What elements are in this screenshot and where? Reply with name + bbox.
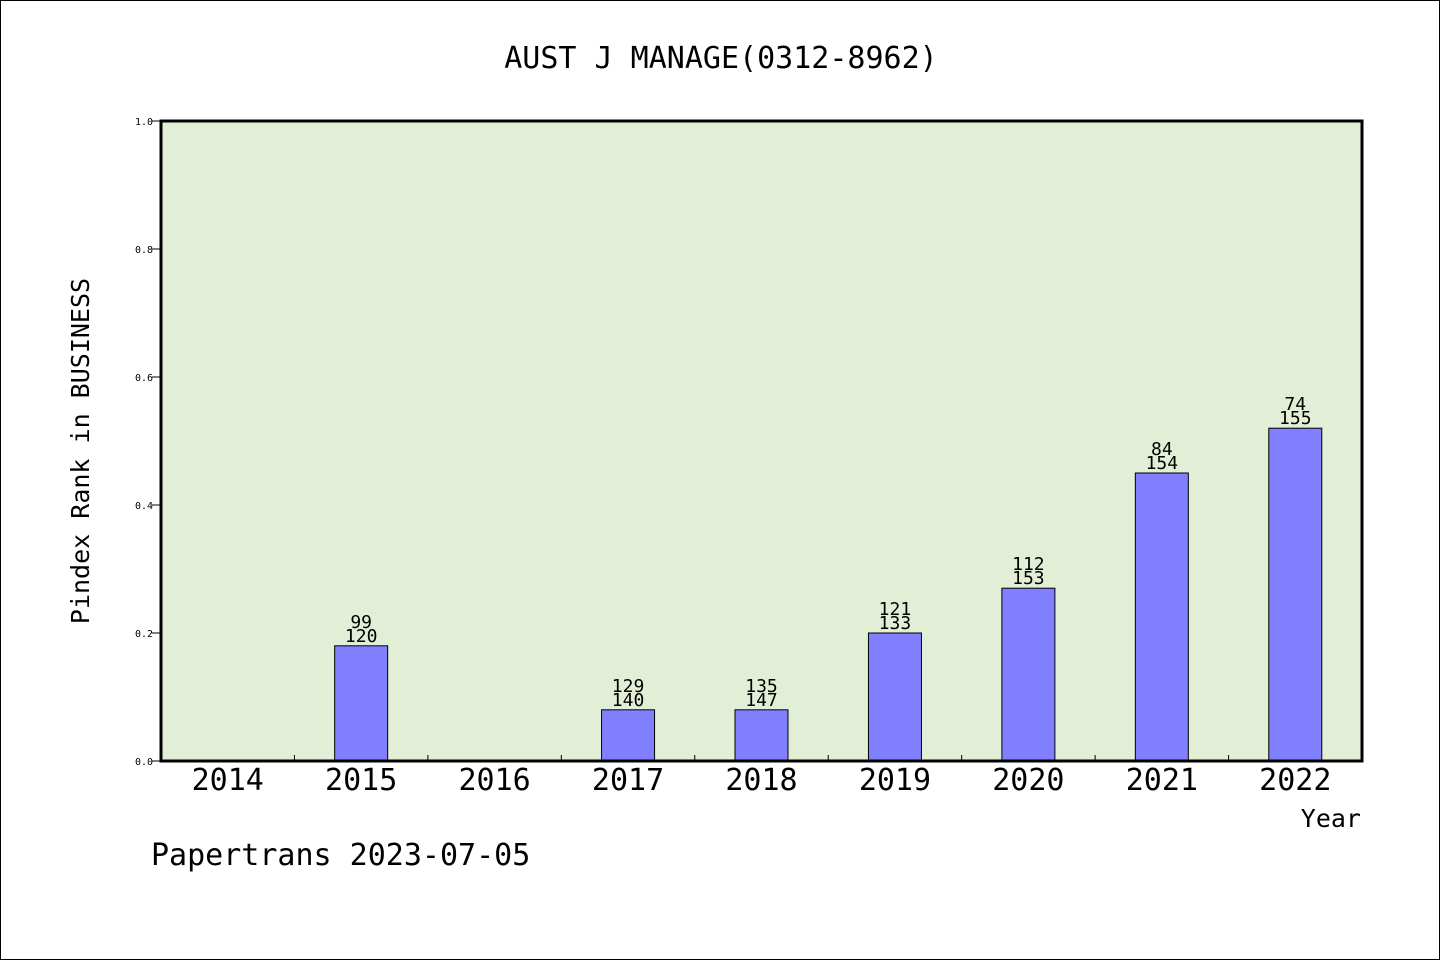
y-tick-label: 0.4	[135, 501, 153, 512]
x-tick-label: 2018	[725, 763, 797, 798]
bar-2020	[1001, 587, 1056, 762]
bar-rank-label: 112	[1012, 554, 1045, 575]
x-tick-label: 2016	[458, 763, 530, 798]
bar-total-label: 140	[612, 690, 645, 711]
y-axis: 0.0 0.2 0.4 0.6 0.8 1.0	[135, 117, 161, 768]
x-tick-label: 2017	[592, 763, 664, 798]
plot-frame	[159, 119, 1364, 763]
bar-total-label: 154	[1146, 453, 1179, 474]
y-tick-label: 1.0	[135, 117, 153, 128]
bar-2017	[601, 709, 656, 762]
x-tick-label: 2021	[1126, 763, 1198, 798]
bar-total-label: 120	[345, 626, 378, 647]
x-tick-label: 2020	[992, 763, 1064, 798]
y-axis-title: Pindex Rank in BUSINESS	[66, 278, 95, 624]
bar-rank-label: 129	[612, 676, 645, 697]
x-axis-title: Year	[1301, 804, 1361, 833]
bar-total-label: 153	[1012, 568, 1045, 589]
bar-series	[334, 427, 1323, 762]
bar-rank-label: 135	[745, 676, 778, 697]
footer-credit: Papertrans 2023-07-05	[151, 838, 530, 873]
bar-2022	[1268, 427, 1323, 762]
y-tick-label: 0.8	[135, 245, 153, 256]
bar-rank-label: 99	[350, 612, 372, 633]
bar-total-label: 155	[1279, 408, 1312, 429]
x-axis: 2014 2015 2016 2017 2018 2019 2020 2021 2022	[192, 755, 1331, 798]
x-tick-label: 2019	[859, 763, 931, 798]
y-tick-label: 0.0	[135, 757, 153, 768]
chart-title: AUST J MANAGE(0312-8962)	[504, 41, 937, 76]
bar-rank-label: 121	[879, 599, 912, 620]
x-tick-label: 2014	[192, 763, 264, 798]
bar-2019	[867, 632, 922, 762]
bar-2021	[1134, 472, 1189, 762]
x-tick-label: 2015	[325, 763, 397, 798]
y-tick-label: 0.6	[135, 373, 153, 384]
bar-rank-label: 74	[1284, 394, 1306, 415]
bar-2015	[334, 645, 389, 762]
y-tick-label: 0.2	[135, 629, 153, 640]
bar-rank-label: 84	[1151, 439, 1173, 460]
bar-2018	[734, 709, 789, 762]
x-tick-label: 2022	[1259, 763, 1331, 798]
bar-total-label: 133	[879, 613, 912, 634]
bar-total-label: 147	[745, 690, 778, 711]
